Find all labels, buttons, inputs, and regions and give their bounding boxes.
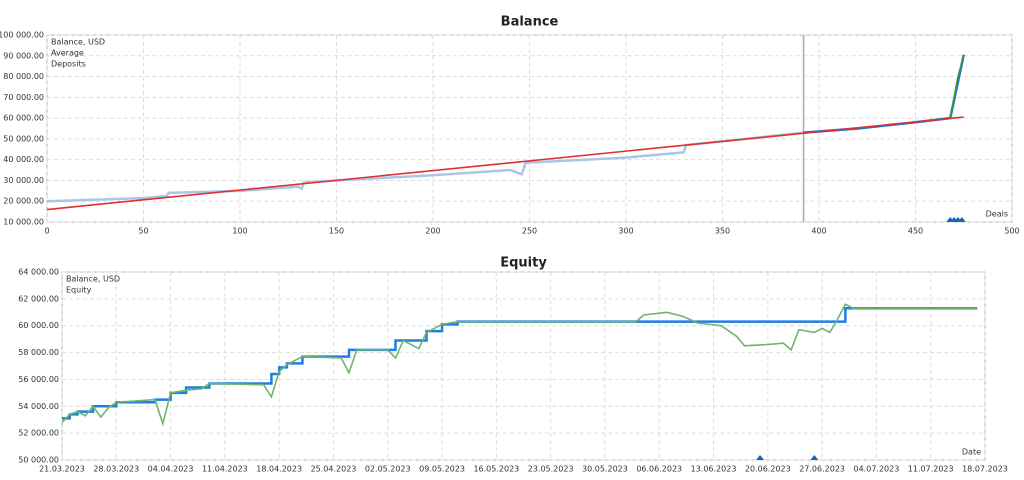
y-tick-label: 52 000.00 [18,429,59,438]
x-tick-label: 100 [232,227,247,236]
deal-marker [810,455,819,460]
y-tick-label: 100 000.00 [0,31,44,40]
legend-entry: Average [51,49,84,58]
x-tick-label: 04.07.2023 [854,465,900,474]
x-tick-label: 25.04.2023 [311,465,357,474]
x-tick-label: 400 [811,227,826,236]
x-tick-label: 09.05.2023 [419,465,465,474]
series-line [62,307,978,420]
series-line [61,303,978,427]
legend-entry: Balance, USD [51,38,105,47]
chart-title: Equity [500,256,547,271]
y-tick-label: 60 000.00 [18,321,59,330]
x-axis-label: Deals [986,210,1008,219]
legend-entry: Deposits [51,60,86,69]
x-tick-label: 20.06.2023 [745,465,791,474]
series-line [949,55,965,119]
x-tick-label: 21.03.2023 [39,465,85,474]
x-axis-label: Date [962,448,981,457]
x-tick-label: 0 [44,227,49,236]
x-tick-label: 16.05.2023 [473,465,519,474]
y-tick-label: 40 000.00 [3,155,44,164]
x-tick-label: 50 [138,227,148,236]
x-tick-label: 27.06.2023 [799,465,845,474]
x-tick-label: 13.06.2023 [691,465,737,474]
y-tick-label: 20 000.00 [3,197,44,206]
x-tick-label: 02.05.2023 [365,465,411,474]
x-tick-label: 300 [618,227,633,236]
x-tick-label: 200 [425,227,440,236]
x-tick-label: 450 [908,227,923,236]
x-tick-label: 30.05.2023 [582,465,628,474]
y-tick-label: 50 000.00 [3,134,44,143]
y-tick-label: 56 000.00 [18,375,59,384]
y-tick-label: 30 000.00 [3,176,44,185]
legend-entry: Equity [66,286,92,295]
y-tick-label: 80 000.00 [3,72,44,81]
x-tick-label: 18.07.2023 [962,465,1008,474]
legend-entry: Balance, USD [66,275,120,284]
x-tick-label: 150 [329,227,344,236]
y-tick-label: 10 000.00 [3,218,44,227]
x-tick-label: 350 [715,227,730,236]
x-tick-label: 23.05.2023 [528,465,574,474]
chart-title: Balance [501,15,559,30]
series-line [46,116,964,211]
y-tick-label: 54 000.00 [18,402,59,411]
deal-marker [957,217,966,222]
y-tick-label: 58 000.00 [18,348,59,357]
y-tick-label: 90 000.00 [3,51,44,60]
y-tick-label: 60 000.00 [3,114,44,123]
x-tick-label: 500 [1004,227,1019,236]
plot-area [61,271,986,461]
x-tick-label: 28.03.2023 [93,465,139,474]
x-tick-label: 06.06.2023 [636,465,682,474]
x-tick-label: 250 [522,227,537,236]
x-tick-label: 04.04.2023 [148,465,194,474]
x-tick-label: 11.07.2023 [908,465,954,474]
x-tick-label: 18.04.2023 [256,465,302,474]
y-tick-label: 70 000.00 [3,93,44,102]
y-tick-label: 50 000.00 [18,456,59,465]
y-tick-label: 62 000.00 [18,294,59,303]
deal-marker [756,455,765,460]
x-tick-label: 11.04.2023 [202,465,248,474]
y-tick-label: 64 000.00 [18,268,59,277]
